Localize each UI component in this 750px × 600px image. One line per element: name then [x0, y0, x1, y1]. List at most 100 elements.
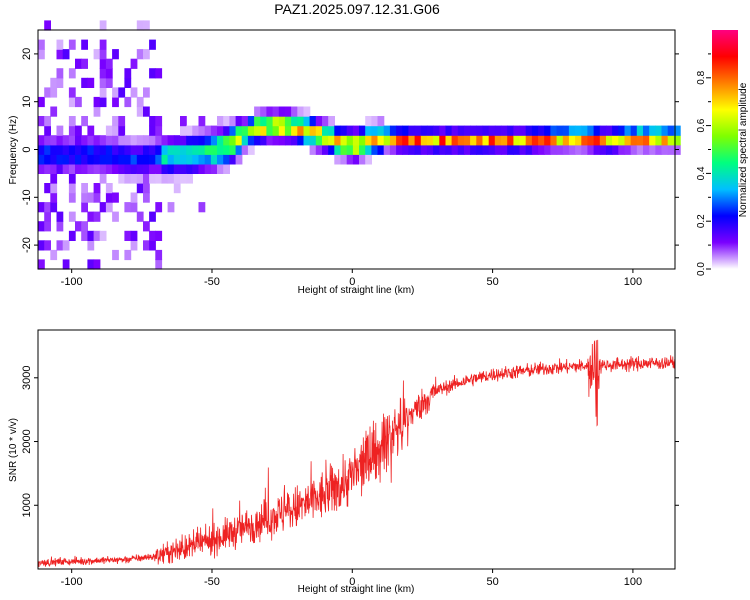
heatmap-cell — [636, 135, 644, 146]
heatmap-cell — [359, 154, 366, 165]
heatmap-cell — [136, 144, 144, 155]
x-tick-label: -50 — [204, 276, 220, 288]
heatmap-cell — [445, 135, 453, 146]
heatmap-cell — [229, 144, 237, 155]
heatmap-cell — [93, 211, 101, 222]
heatmap-cell — [309, 135, 317, 146]
heatmap-cell — [50, 173, 58, 184]
heatmap-cell — [470, 125, 477, 136]
colorbar-tick-label: 0.2 — [696, 214, 707, 228]
heatmap-cell — [44, 116, 51, 127]
heatmap-cell — [198, 163, 206, 174]
x-tick-label: 50 — [486, 576, 498, 588]
heatmap-cell — [272, 106, 280, 117]
heatmap-cell — [346, 125, 354, 136]
heatmap-cell — [105, 183, 113, 194]
heatmap-cell — [278, 125, 286, 136]
heatmap-cell — [599, 144, 607, 155]
heatmap-cell — [112, 96, 119, 108]
heatmap-cell — [112, 211, 119, 222]
heatmap-cell — [235, 135, 243, 146]
heatmap-cell — [204, 154, 212, 165]
heatmap-cell — [426, 125, 434, 136]
heatmap-cell — [284, 106, 292, 117]
heatmap-cell — [50, 135, 58, 146]
heatmap-cell — [408, 135, 416, 146]
heatmap-cell — [118, 135, 126, 146]
heatmap-cell — [44, 125, 51, 136]
heatmap-cell — [124, 135, 132, 146]
heatmap-cell — [606, 144, 613, 155]
heatmap-cell — [254, 116, 261, 127]
heatmap-cell — [192, 135, 200, 146]
heatmap-cell — [99, 144, 107, 155]
heatmap-cell — [68, 154, 76, 165]
heatmap-cell — [81, 202, 88, 213]
heatmap-cell — [396, 144, 403, 155]
heatmap-cell — [322, 125, 329, 136]
heatmap-cell — [167, 173, 175, 184]
heatmap-cell — [105, 192, 113, 203]
y-tick-label: 1000 — [21, 493, 33, 517]
heatmap-cell — [636, 144, 644, 155]
heatmap-cell — [346, 154, 354, 165]
heatmap-cell — [81, 183, 88, 194]
y-tick-label: 2000 — [21, 429, 33, 453]
heatmap-cell — [180, 116, 187, 127]
heatmap-cell — [38, 221, 45, 232]
heatmap-cell — [538, 135, 545, 146]
heatmap-cell — [402, 135, 409, 146]
heatmap-cell — [105, 135, 113, 146]
heatmap-cell — [414, 144, 422, 155]
heatmap-cell — [365, 135, 372, 146]
heatmap-cell — [649, 135, 656, 146]
spectrogram-cells — [38, 20, 681, 270]
heatmap-cell — [673, 125, 681, 136]
heatmap-cell — [414, 125, 422, 136]
heatmap-cell — [99, 230, 107, 241]
heatmap-cell — [56, 39, 64, 50]
heatmap-cell — [124, 68, 132, 79]
heatmap-cell — [649, 144, 656, 155]
heatmap-cell — [38, 259, 45, 270]
heatmap-cell — [389, 144, 397, 155]
heatmap-cell — [519, 144, 527, 155]
x-tick-label: -100 — [61, 576, 83, 588]
heatmap-cell — [365, 116, 372, 127]
heatmap-cell — [439, 135, 447, 146]
heatmap-cell — [544, 125, 551, 136]
heatmap-cell — [87, 77, 95, 88]
heatmap-cell — [402, 144, 409, 155]
heatmap-cell — [606, 135, 613, 146]
heatmap-cell — [130, 192, 138, 203]
heatmap-cell — [50, 144, 58, 155]
heatmap-cell — [433, 144, 440, 155]
heatmap-cell — [62, 240, 70, 251]
heatmap-cell — [371, 125, 379, 136]
x-tick-label: 0 — [349, 576, 355, 588]
heatmap-cell — [124, 249, 132, 261]
heatmap-cell — [130, 144, 138, 155]
heatmap-cell — [655, 135, 663, 146]
heatmap-cell — [93, 192, 101, 203]
heatmap-cell — [136, 173, 144, 184]
heatmap-cell — [136, 135, 144, 146]
heatmap-cell — [359, 144, 366, 155]
heatmap-cell — [204, 125, 212, 136]
heatmap-cell — [328, 125, 335, 136]
heatmap-cell — [198, 154, 206, 165]
heatmap-cell — [556, 135, 564, 146]
heatmap-cell — [167, 135, 175, 146]
heatmap-cell — [457, 135, 465, 146]
heatmap-cell — [112, 192, 119, 203]
heatmap-cell — [81, 230, 88, 241]
heatmap-cell — [661, 135, 669, 146]
heatmap-cell — [124, 96, 132, 108]
colorbar-gradient — [712, 30, 738, 269]
heatmap-cell — [531, 135, 539, 146]
heatmap-cell — [340, 135, 348, 146]
heatmap-cell — [75, 125, 82, 136]
heatmap-cell — [507, 144, 514, 155]
heatmap-cell — [50, 249, 58, 261]
heatmap-cell — [62, 154, 70, 165]
